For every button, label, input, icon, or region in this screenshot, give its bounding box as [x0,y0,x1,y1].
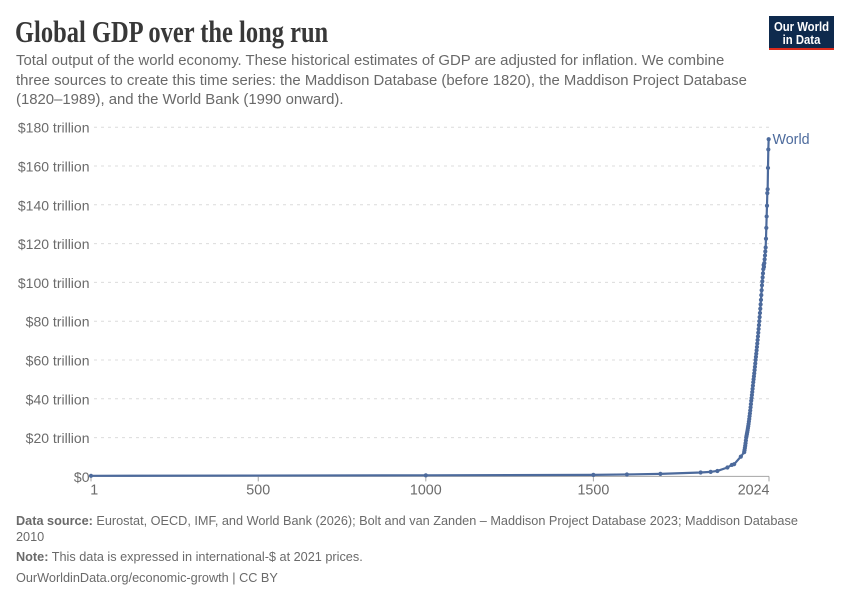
svg-text:1: 1 [90,483,98,499]
svg-text:World: World [773,132,810,148]
svg-text:1500: 1500 [577,483,609,499]
svg-text:500: 500 [246,483,270,499]
svg-text:$180 trillion: $180 trillion [18,120,90,136]
svg-text:$80 trillion: $80 trillion [26,314,90,330]
svg-text:$140 trillion: $140 trillion [18,197,90,213]
svg-text:$60 trillion: $60 trillion [26,353,90,369]
svg-text:$0: $0 [74,469,90,485]
svg-text:$160 trillion: $160 trillion [18,159,90,175]
svg-text:2024: 2024 [738,483,770,499]
svg-text:$20 trillion: $20 trillion [26,430,90,446]
svg-text:1000: 1000 [410,483,442,499]
svg-text:$120 trillion: $120 trillion [18,236,90,252]
svg-text:$40 trillion: $40 trillion [26,391,90,407]
svg-text:$100 trillion: $100 trillion [18,275,90,291]
